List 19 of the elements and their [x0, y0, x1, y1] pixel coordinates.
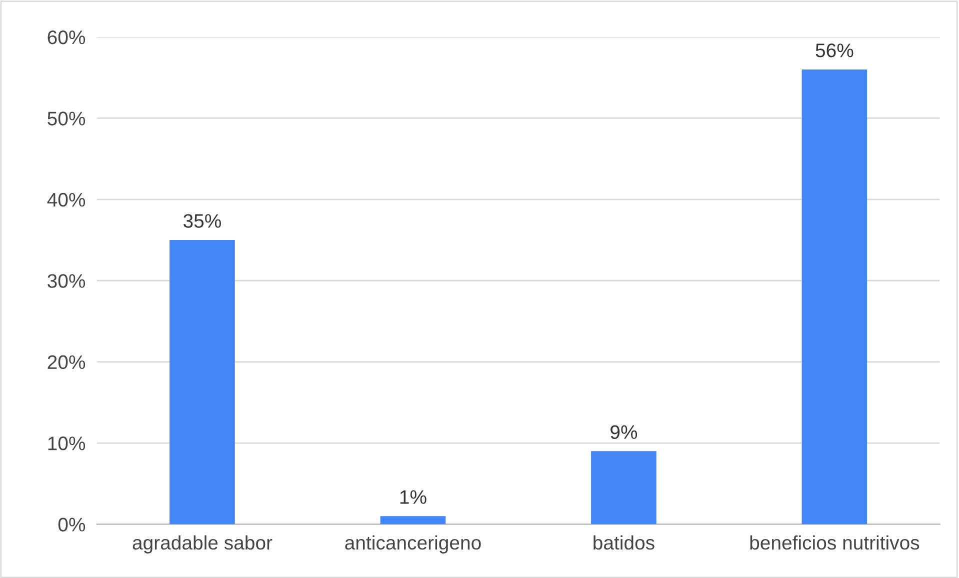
y-tick-label: 50%	[48, 112, 86, 126]
x-tick-label: batidos	[594, 535, 654, 550]
x-tick-label: anticancerigeno	[345, 535, 481, 554]
y-tick-label: 60%	[48, 30, 86, 44]
bar	[170, 240, 235, 524]
bar	[380, 516, 446, 524]
data-label: 1%	[400, 490, 426, 504]
y-tick-label: 30%	[48, 274, 86, 288]
y-tick-label: 20%	[48, 355, 86, 370]
data-label: 56%	[816, 44, 854, 58]
data-label: 35%	[184, 214, 221, 228]
bar	[802, 69, 868, 524]
x-tick-label: agradable sabor	[132, 535, 272, 554]
y-tick-label: 0%	[58, 518, 86, 532]
bar	[591, 451, 656, 524]
data-label: 9%	[610, 425, 638, 439]
y-tick-label: 10%	[48, 436, 86, 450]
x-tick-label: beneficios nutritivos	[750, 535, 920, 550]
y-tick-label: 40%	[47, 192, 86, 207]
